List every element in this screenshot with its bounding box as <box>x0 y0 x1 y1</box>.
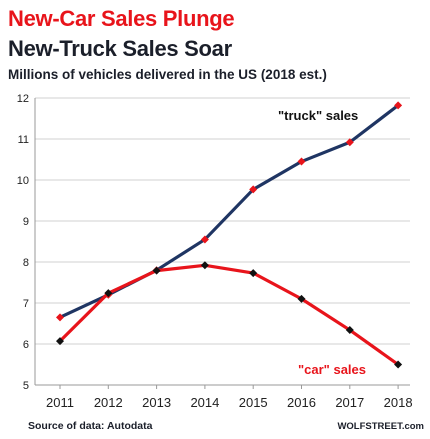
y-tick-label-11: 11 <box>18 134 29 146</box>
x-tick-label-2014: 2014 <box>190 395 219 410</box>
data-point-car-2012 <box>104 289 113 298</box>
y-tick-label-6: 6 <box>23 339 29 351</box>
data-point-car-2018 <box>394 360 403 369</box>
series-line-car <box>58 263 400 367</box>
y-tick-label-5: 5 <box>23 380 29 392</box>
x-tick-label-2013: 2013 <box>142 395 171 410</box>
data-point-car-2017 <box>345 326 354 335</box>
series-label-car: "car" sales <box>298 362 366 377</box>
y-tick-label-10: 10 <box>17 175 29 187</box>
x-tick-label-2012: 2012 <box>94 395 123 410</box>
y-tick-label-12: 12 <box>17 93 29 105</box>
y-tick-label-8: 8 <box>23 257 29 269</box>
data-point-truck-2011 <box>56 313 64 322</box>
x-axis-ticks: 2011 2012 2013 2014 2015 2016 2017 2018 <box>46 385 413 410</box>
data-point-car-2015 <box>249 269 258 278</box>
x-tick-label-2017: 2017 <box>335 395 364 410</box>
x-tick-label-2016: 2016 <box>287 395 316 410</box>
y-tick-label-7: 7 <box>23 298 29 310</box>
series-label-truck: "truck" sales <box>278 108 358 123</box>
chart-description: Millions of vehicles delivered in the US… <box>8 67 327 82</box>
data-point-truck-2016 <box>297 157 306 166</box>
series-markers <box>56 101 403 369</box>
brand-mark: WOLFSTREET.com <box>337 421 424 432</box>
source-note: Source of data: Autodata <box>28 420 153 432</box>
data-point-car-2016 <box>297 294 306 303</box>
y-axis-ticks: 5 6 7 8 9 10 11 12 <box>17 93 29 392</box>
x-tick-label-2018: 2018 <box>384 395 413 410</box>
data-point-truck-2017 <box>345 138 354 147</box>
series-lines <box>58 103 400 367</box>
data-point-truck-2015 <box>249 185 258 194</box>
data-point-car-2013 <box>152 266 161 275</box>
y-tick-label-9: 9 <box>23 216 29 228</box>
data-point-truck-2018 <box>394 101 403 110</box>
x-tick-label-2011: 2011 <box>46 395 74 410</box>
chart-title: New-Car Sales Plunge <box>8 6 235 31</box>
chart-subtitle: New-Truck Sales Soar <box>8 36 232 61</box>
data-point-truck-2014 <box>200 235 209 244</box>
data-point-car-2014 <box>200 261 209 270</box>
x-tick-label-2015: 2015 <box>239 395 268 410</box>
data-point-car-2011 <box>56 337 64 346</box>
series-line-truck <box>58 103 400 319</box>
